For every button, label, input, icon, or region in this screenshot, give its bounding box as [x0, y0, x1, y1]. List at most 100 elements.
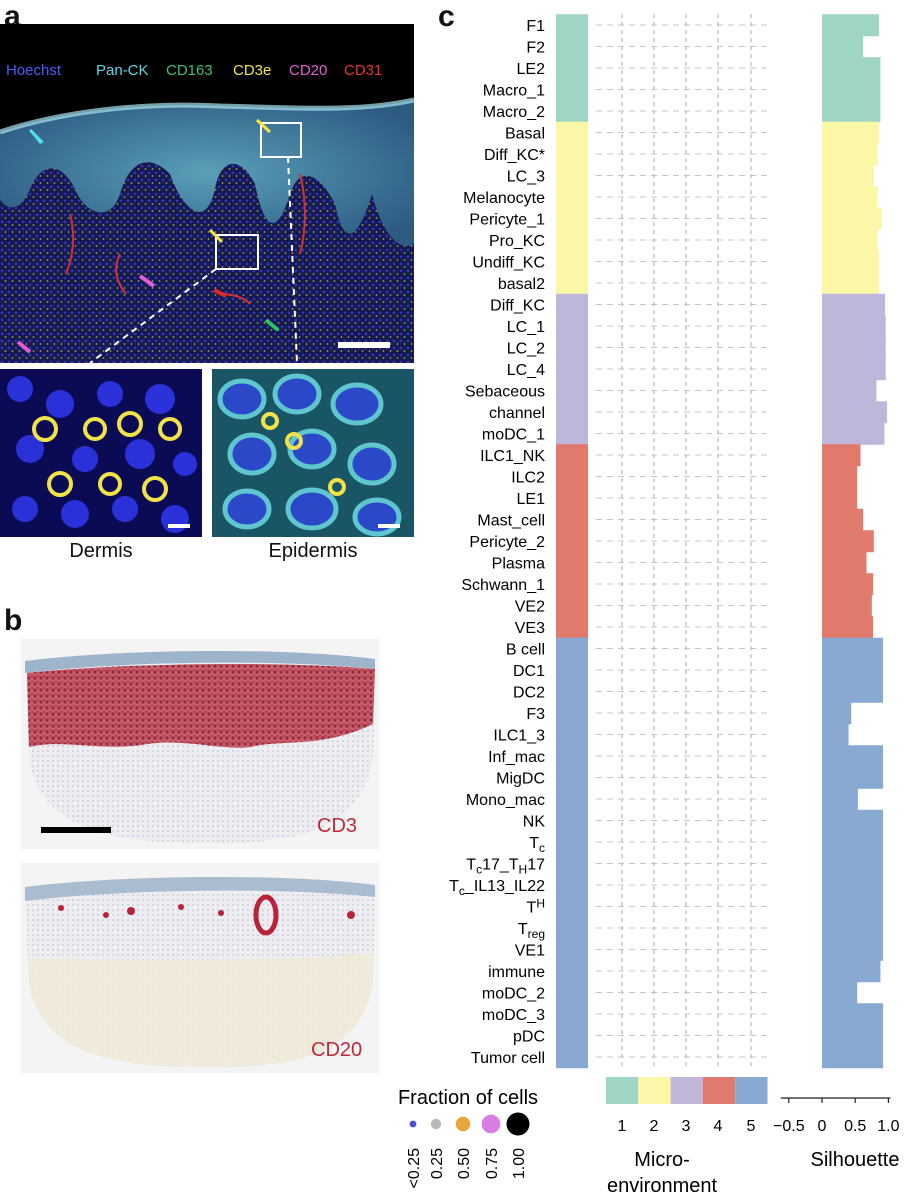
- cluster-group-cell: [556, 766, 588, 789]
- cyan-arrow-icon: [28, 128, 44, 144]
- legend-swatch: [506, 1112, 530, 1136]
- row-label: DC2: [513, 685, 545, 702]
- legend-label: 0.25: [429, 1148, 446, 1179]
- legend-title: Fraction of cells: [398, 1087, 538, 1109]
- legend-label: 0.50: [456, 1148, 473, 1179]
- arrow-markers: [16, 118, 280, 354]
- silhouette-bar: [822, 229, 878, 252]
- row-label: F1: [526, 18, 545, 35]
- silhouette-bar: [822, 616, 874, 639]
- silhouette-bar: [822, 444, 861, 467]
- row-label: Diff_KC*: [484, 147, 545, 164]
- cluster-group-cell: [556, 422, 588, 445]
- cluster-group-cell: [556, 616, 588, 639]
- row-label: MigDC: [496, 771, 545, 788]
- silhouette-axis-label: Silhouette: [811, 1149, 900, 1171]
- silhouette-bar: [822, 960, 881, 983]
- silhouette-bar: [822, 379, 877, 402]
- row-label: Sebaceous: [465, 384, 545, 401]
- legend-swatch: [409, 1120, 417, 1128]
- inset-epidermis: [212, 369, 414, 537]
- ihc-cd20-section: CD20: [21, 863, 379, 1073]
- silhouette-bar: [822, 680, 884, 703]
- cluster-group-cell: [556, 336, 588, 359]
- row-label: Melanocyte: [463, 190, 545, 207]
- row-label: LE2: [517, 61, 546, 78]
- cluster-group-cell: [556, 723, 588, 746]
- row-label: F3: [526, 706, 545, 723]
- cluster-group-cell: [556, 465, 588, 488]
- group-color-key: [702, 1077, 736, 1104]
- silhouette-bar: [822, 336, 886, 359]
- silhouette-bar: [822, 272, 880, 295]
- silhouette-bar: [822, 895, 884, 918]
- cluster-group-cell: [556, 121, 588, 144]
- cluster-group-cell: [556, 186, 588, 209]
- silhouette-bar: [822, 809, 884, 832]
- silhouette-bar: [822, 401, 888, 424]
- silhouette-bar: [822, 530, 874, 553]
- group-color-key: [670, 1077, 703, 1104]
- row-label: moDC_2: [482, 986, 545, 1003]
- channel-label-cd20: CD20: [289, 62, 328, 79]
- silhouette-bar: [822, 164, 874, 187]
- cluster-group-cell: [556, 1024, 588, 1047]
- silhouette-bar: [822, 551, 867, 574]
- magenta-arrow-icon: [16, 340, 32, 354]
- cluster-group-cell: [556, 788, 588, 811]
- cluster-group-cell: [556, 809, 588, 832]
- silhouette-bar: [822, 143, 878, 166]
- row-label: moDC_3: [482, 1007, 545, 1024]
- row-label: LC_4: [507, 362, 545, 379]
- channel-label-cd163: CD163: [166, 62, 213, 79]
- channel-label-pan-ck: Pan-CK: [96, 62, 149, 79]
- row-label: TH: [527, 897, 545, 917]
- silhouette-bar: [822, 100, 881, 123]
- cluster-group-cell: [556, 938, 588, 961]
- cluster-group-cell: [556, 100, 588, 123]
- row-label: Pericyte_1: [469, 212, 545, 229]
- silhouette-bar: [822, 1024, 884, 1047]
- x-tick-label: 5: [747, 1118, 756, 1135]
- cluster-group-cell: [556, 315, 588, 338]
- silhouette-bar: [822, 78, 881, 101]
- cluster-group-cell: [556, 960, 588, 983]
- group-color-key: [735, 1077, 768, 1104]
- row-label: Mono_mac: [466, 792, 545, 809]
- row-label: Tumor cell: [471, 1050, 545, 1067]
- silhouette-bar: [822, 852, 884, 875]
- legend-swatch: [455, 1116, 471, 1132]
- cluster-group-cell: [556, 1046, 588, 1069]
- row-label: LC_2: [507, 341, 545, 358]
- inset-epidermis-art: [212, 369, 414, 537]
- ihc-cd20-art: [21, 863, 379, 1073]
- silhouette-tick-label: 1.0: [877, 1118, 899, 1135]
- silhouette-tick-label: −0.5: [773, 1118, 805, 1135]
- silhouette-bar: [822, 358, 886, 381]
- channel-label-cd3e: CD3e: [233, 62, 272, 79]
- row-label: basal2: [498, 276, 545, 293]
- row-label: Tc: [529, 835, 545, 855]
- silhouette-tick-label: 0.5: [844, 1118, 866, 1135]
- row-label: Inf_mac: [488, 749, 545, 766]
- cluster-group-cell: [556, 272, 588, 295]
- row-label: LC_1: [507, 319, 545, 336]
- silhouette-bar: [822, 1003, 884, 1026]
- silhouette-bar: [822, 745, 884, 768]
- row-label: Treg: [518, 921, 545, 941]
- silhouette-bar: [822, 874, 884, 897]
- green-arrow-icon: [264, 318, 280, 332]
- cluster-group-cell: [556, 659, 588, 682]
- magenta-arrow-icon: [138, 274, 156, 288]
- row-label: Macro_1: [483, 83, 545, 100]
- cluster-group-cell: [556, 487, 588, 510]
- stain-label-cd3: CD3: [317, 815, 358, 837]
- group-color-key: [606, 1077, 639, 1104]
- row-label: B cell: [506, 642, 545, 659]
- cluster-group-cell: [556, 293, 588, 316]
- cluster-group-cell: [556, 78, 588, 101]
- row-label: channel: [489, 405, 545, 422]
- silhouette-bar: [822, 1046, 884, 1069]
- row-label: Undiff_KC: [472, 255, 545, 272]
- silhouette-bar: [822, 14, 880, 37]
